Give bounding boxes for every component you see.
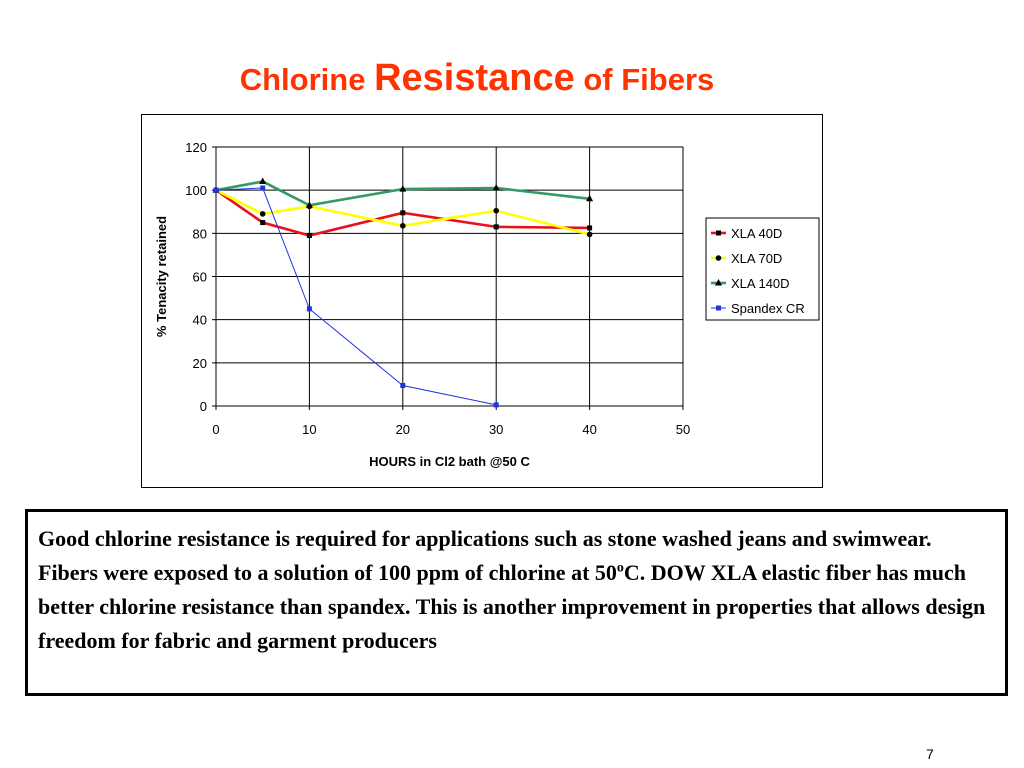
legend-label-xla-140d: XLA 140D [731, 276, 790, 291]
series-line-xla-140d [215, 180, 590, 207]
title-part-3: of Fibers [574, 62, 715, 97]
page-number: 7 [926, 746, 934, 762]
chart-container: 0 20 40 60 80 100 120 0 10 20 30 40 50 HOURS in Cl2 b… [141, 114, 823, 488]
series-line-xla-40d [215, 189, 590, 237]
data-point-xla-140d [259, 177, 267, 185]
chart-labels: 0 20 40 60 80 100 120 0 10 20 30 40 50 HOURS in Cl2 b… [154, 140, 690, 469]
legend-label-spandex-cr: Spandex CR [731, 301, 805, 316]
series-line-xla-70d [215, 189, 590, 236]
data-point-xla-140d [305, 201, 313, 208]
legend-marker-spandex-cr [716, 305, 721, 311]
y-tick-label: 20 [193, 356, 207, 371]
x-tick-label: 30 [489, 422, 503, 437]
data-point-spandex-cr [493, 402, 499, 408]
data-point-xla-140d [399, 185, 407, 192]
slide-title: Chlorine Resistance of Fibers [0, 58, 954, 100]
x-tick-label: 10 [302, 422, 316, 437]
legend-label-xla-40d: XLA 40D [731, 226, 782, 241]
data-point-xla-140d [586, 194, 594, 202]
data-point-xla-70d [586, 231, 593, 238]
data-point-xla-40d [587, 225, 593, 231]
x-tick-label: 40 [582, 422, 596, 437]
description-box: Good chlorine resistance is required for… [25, 509, 1008, 696]
y-tick-label: 60 [193, 270, 207, 285]
legend-box [705, 217, 820, 321]
title-part-1: Chlorine [239, 62, 375, 97]
y-tick-label: 80 [193, 226, 207, 241]
data-point-xla-40d [260, 220, 266, 226]
x-axis-title: HOURS in Cl2 bath @50 C [369, 454, 530, 469]
y-tick-label: 40 [193, 313, 207, 328]
description-text-1: Good chlorine resistance is required for… [38, 526, 932, 585]
description-text-2: C. DOW XLA elastic fiber has much better… [38, 560, 986, 653]
line-chart: 0 20 40 60 80 100 120 0 10 20 30 40 50 HOURS in Cl2 b… [154, 140, 820, 469]
degree-superscript: o [616, 560, 624, 576]
data-point-spandex-cr [400, 382, 406, 388]
data-point-xla-40d [306, 232, 312, 238]
y-tick-label: 0 [200, 399, 207, 414]
legend-marker-xla-140d [715, 279, 722, 286]
data-point-xla-70d [259, 211, 266, 217]
data-point-xla-70d [400, 222, 406, 229]
data-point-spandex-cr [213, 187, 219, 193]
y-tick-label: 100 [185, 183, 207, 198]
data-point-xla-40d [493, 224, 499, 230]
legend-marker-xla-40d [716, 230, 721, 236]
chart-series [212, 177, 594, 408]
data-point-xla-140d [492, 184, 500, 191]
x-tick-label: 50 [676, 422, 690, 437]
legend-label-xla-70d: XLA 70D [731, 251, 782, 266]
data-point-spandex-cr [260, 185, 266, 191]
chart-grid [216, 146, 684, 406]
chart-legend: XLA 40D XLA 70D XLA 140D Spandex CR [705, 217, 820, 321]
y-axis-title: % Tenacity retained [154, 216, 169, 337]
legend-marker-xla-70d [715, 255, 722, 261]
data-point-xla-40d [400, 210, 406, 216]
x-tick-label: 0 [212, 422, 219, 437]
x-tick-label: 20 [396, 422, 410, 437]
data-point-xla-70d [493, 207, 500, 214]
y-tick-label: 120 [185, 140, 207, 155]
title-part-2: Resistance [374, 57, 575, 99]
chart-axes [212, 146, 684, 410]
data-point-spandex-cr [306, 306, 312, 312]
